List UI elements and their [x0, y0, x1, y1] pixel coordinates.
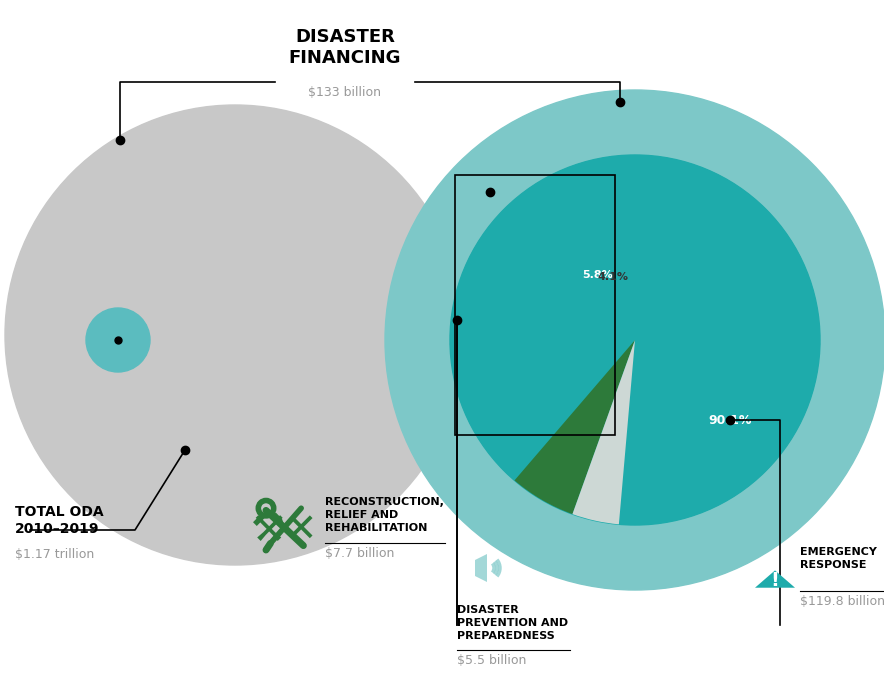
Text: 4.1%: 4.1% [598, 271, 629, 282]
Text: $7.7 billion: $7.7 billion [325, 547, 394, 560]
Text: DISASTER
PREVENTION AND
PREPAREDNESS: DISASTER PREVENTION AND PREPAREDNESS [457, 605, 568, 641]
Circle shape [385, 90, 884, 590]
Wedge shape [450, 155, 820, 525]
Text: $133 billion: $133 billion [309, 86, 382, 99]
Text: 90.1%: 90.1% [708, 414, 751, 427]
Wedge shape [573, 340, 635, 524]
Text: $119.8 billion: $119.8 billion [800, 595, 884, 608]
Text: RECONSTRUCTION,
RELIEF AND
REHABILITATION: RECONSTRUCTION, RELIEF AND REHABILITATIO… [325, 497, 444, 534]
Text: !: ! [771, 570, 780, 589]
Text: 5.8%: 5.8% [582, 270, 613, 280]
Circle shape [450, 155, 820, 525]
Text: EMERGENCY
RESPONSE: EMERGENCY RESPONSE [800, 547, 877, 570]
Bar [455, 175, 615, 435]
Text: $1.17 trillion: $1.17 trillion [15, 548, 95, 561]
Circle shape [86, 308, 150, 372]
Text: $5.5 billion: $5.5 billion [457, 654, 526, 667]
Text: TOTAL ODA
2010–2019: TOTAL ODA 2010–2019 [15, 505, 103, 536]
Polygon shape [475, 554, 487, 582]
Polygon shape [755, 570, 795, 588]
Text: DISASTER
FINANCING: DISASTER FINANCING [289, 28, 401, 67]
Text: ⚒✕: ⚒✕ [251, 511, 319, 549]
Circle shape [5, 105, 465, 565]
Wedge shape [514, 340, 635, 514]
